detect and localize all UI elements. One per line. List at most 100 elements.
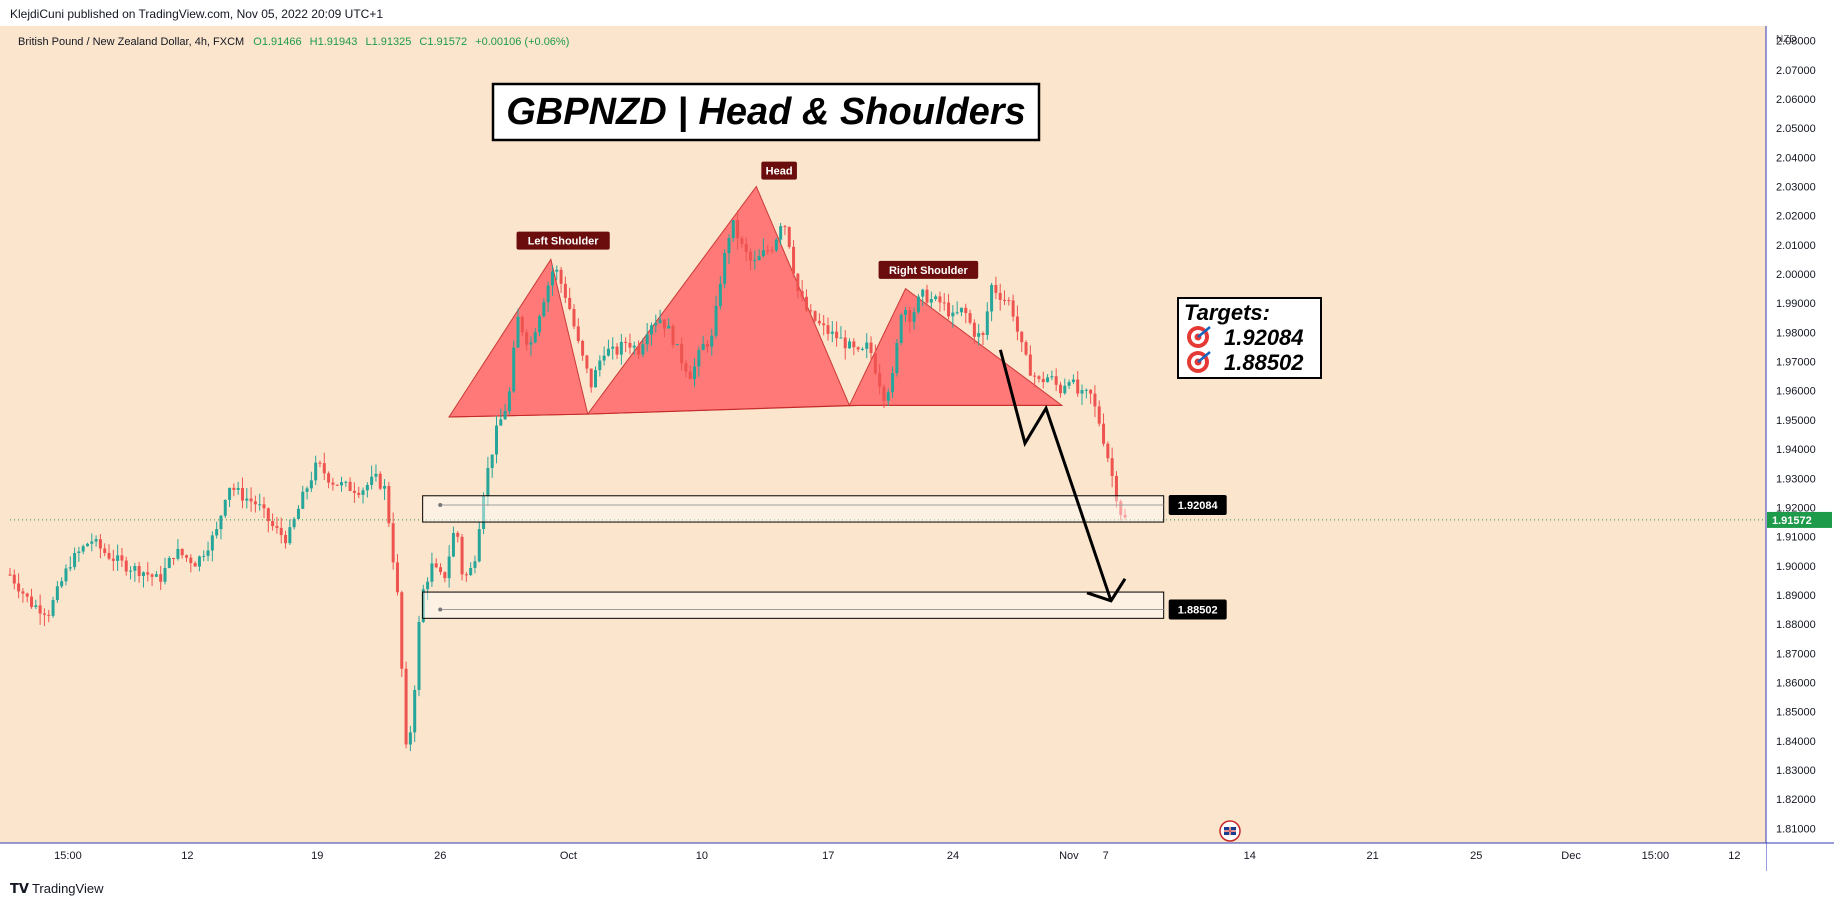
candle-body bbox=[985, 311, 989, 336]
candle-body bbox=[860, 348, 864, 350]
time-axis-panel[interactable] bbox=[0, 843, 1766, 871]
price-tick-label: 2.02000 bbox=[1776, 211, 1816, 223]
candle-body bbox=[361, 490, 365, 495]
pattern-label: Left Shoulder bbox=[528, 236, 600, 248]
candle-body bbox=[253, 501, 257, 505]
candle-body bbox=[869, 342, 873, 354]
candle-body bbox=[753, 260, 757, 262]
candle-body bbox=[352, 490, 356, 493]
candle-body bbox=[727, 238, 731, 254]
candle-body bbox=[942, 302, 946, 304]
tv-logo-icon: TV bbox=[10, 882, 29, 897]
candle-body bbox=[443, 572, 447, 579]
last-price-value: 1.91572 bbox=[1772, 515, 1812, 527]
price-tick-label: 2.08000 bbox=[1776, 36, 1816, 48]
candle-body bbox=[417, 621, 421, 691]
time-tick-label: 12 bbox=[1728, 850, 1740, 862]
price-axis-panel[interactable] bbox=[1766, 26, 1834, 871]
candle-body bbox=[705, 343, 709, 347]
candle-body bbox=[740, 238, 744, 244]
candle-body bbox=[193, 563, 197, 567]
targets-box[interactable]: Targets: 1.92084 1.88502 bbox=[1177, 297, 1322, 379]
tradingview-logo[interactable]: TV TradingView bbox=[10, 881, 103, 897]
candle-body bbox=[903, 310, 907, 315]
time-tick-label: 7 bbox=[1103, 850, 1109, 862]
chart-area[interactable]: Left Shoulder Head Right Shoulder 1.92084 1… bbox=[0, 26, 1834, 871]
candle-body bbox=[671, 325, 675, 345]
candle-body bbox=[1106, 443, 1110, 459]
candle-body bbox=[456, 532, 460, 537]
candle-body bbox=[344, 481, 348, 483]
price-tick-label: 1.93000 bbox=[1776, 473, 1816, 485]
candle-body bbox=[598, 360, 602, 371]
candle-body bbox=[477, 529, 481, 562]
candle-body bbox=[787, 227, 791, 247]
flag-icon[interactable] bbox=[1219, 820, 1241, 842]
time-tick-label: Nov bbox=[1059, 850, 1079, 862]
candle-body bbox=[284, 535, 288, 544]
price-tick-label: 1.83000 bbox=[1776, 765, 1816, 777]
candle-body bbox=[120, 555, 124, 561]
candle-body bbox=[137, 566, 141, 576]
price-tick-label: 1.95000 bbox=[1776, 415, 1816, 427]
price-tick-label: 1.90000 bbox=[1776, 561, 1816, 573]
candle-body bbox=[1058, 384, 1062, 394]
time-tick-label: 15:00 bbox=[1642, 850, 1670, 862]
candle-body bbox=[667, 325, 671, 329]
candle-body bbox=[809, 310, 813, 312]
price-tick-label: 1.82000 bbox=[1776, 794, 1816, 806]
candle-body bbox=[1011, 300, 1015, 317]
candle-body bbox=[21, 591, 25, 594]
candle-body bbox=[891, 373, 895, 393]
price-tick-label: 2.07000 bbox=[1776, 65, 1816, 77]
price-tick-label: 1.92000 bbox=[1776, 502, 1816, 514]
candle-body bbox=[163, 567, 167, 582]
target-zone-value: 1.92084 bbox=[1178, 500, 1219, 512]
candle-body bbox=[800, 291, 804, 297]
candle-body bbox=[731, 220, 735, 239]
candle-body bbox=[391, 523, 395, 563]
candle-body bbox=[934, 296, 938, 300]
candle-body bbox=[632, 345, 636, 348]
candle-body bbox=[206, 550, 210, 556]
candle-body bbox=[107, 552, 111, 559]
candle-body bbox=[327, 473, 331, 483]
candle-body bbox=[835, 331, 839, 339]
candle-body bbox=[296, 508, 300, 519]
candle-body bbox=[55, 586, 59, 601]
candle-body bbox=[822, 323, 826, 326]
candle-body bbox=[852, 341, 856, 348]
candle-body bbox=[301, 491, 305, 509]
candle-body bbox=[783, 226, 787, 228]
candle-body bbox=[1003, 299, 1007, 301]
candle-body bbox=[111, 558, 115, 561]
candle-body bbox=[710, 335, 714, 347]
candle-body bbox=[197, 556, 201, 567]
candle-body bbox=[25, 593, 29, 597]
candle-body bbox=[1076, 379, 1080, 394]
candle-body bbox=[938, 296, 942, 303]
candle-body bbox=[761, 250, 765, 257]
price-tick-label: 1.86000 bbox=[1776, 678, 1816, 690]
chart-title: GBPNZD | Head & Shoulders bbox=[506, 91, 1025, 133]
candle-body bbox=[947, 302, 951, 317]
candle-body bbox=[1071, 379, 1075, 383]
price-tick-label: 1.94000 bbox=[1776, 444, 1816, 456]
candle-body bbox=[718, 283, 722, 306]
candle-body bbox=[378, 473, 382, 489]
price-tick-label: 2.06000 bbox=[1776, 94, 1816, 106]
candle-body bbox=[98, 539, 102, 549]
candle-body bbox=[387, 485, 391, 524]
title-box[interactable]: GBPNZD | Head & Shoulders bbox=[491, 82, 1041, 142]
candle-body bbox=[154, 574, 158, 577]
candle-body bbox=[843, 337, 847, 349]
candle-body bbox=[813, 311, 817, 321]
target-zone-1 bbox=[422, 495, 1165, 523]
candle-body bbox=[103, 548, 107, 553]
candle-body bbox=[159, 574, 163, 582]
candle-body bbox=[512, 347, 516, 392]
candle-body bbox=[1054, 376, 1058, 385]
candle-body bbox=[38, 605, 42, 614]
candle-body bbox=[490, 454, 494, 469]
